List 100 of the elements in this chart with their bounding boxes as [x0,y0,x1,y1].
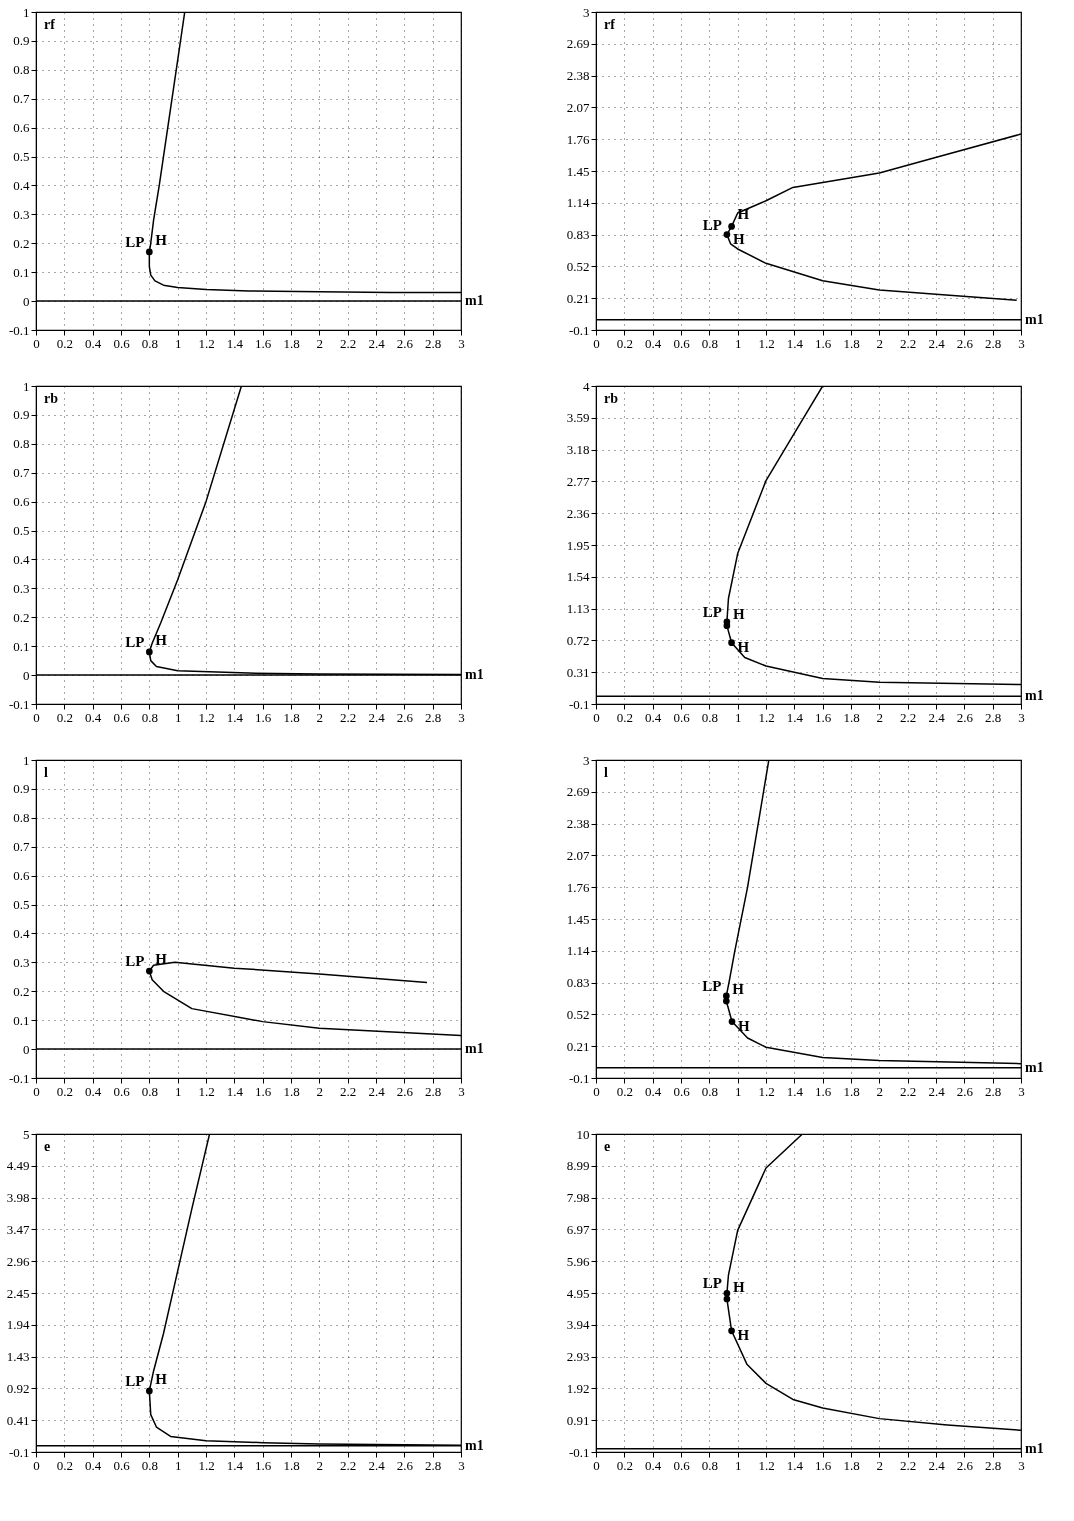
y-tick-label: 2.69 [566,784,590,800]
x-tick-label: 2.6 [956,335,974,351]
x-tick-label: 1 [734,1083,742,1099]
y-axis-title: rf [44,17,56,32]
x-tick-label: 2.8 [985,1083,1002,1099]
y-tick-label: 1 [23,378,30,394]
y-tick-label: 0.3 [13,206,30,222]
y-tick-label: 0.4 [13,925,30,941]
y-tick-label: -0.1 [568,696,590,712]
annotation: LP [702,603,722,620]
x-tick-label: 0.4 [85,1083,102,1099]
x-tick-label: 2.2 [900,335,917,351]
y-tick-label: 0.31 [566,664,590,680]
annotation: H [155,1370,168,1387]
annotation: H [155,631,168,648]
x-tick-label: 0 [593,1457,600,1473]
x-tick-label: 1.2 [198,1083,215,1099]
y-tick-label: -0.1 [8,1070,30,1086]
x-tick-label: 2.4 [368,709,386,725]
x-axis-title: m1 [1025,1059,1044,1075]
x-tick-label: 0.8 [701,709,718,725]
y-tick-label: 3.18 [566,442,590,458]
x-tick-label: 1.8 [283,709,300,725]
y-tick-label: 2.38 [566,68,590,84]
x-tick-label: 0.6 [673,1083,691,1099]
x-tick-label: 1.2 [198,1457,215,1473]
y-tick-label: 0.2 [13,609,30,625]
x-tick-label: 0.2 [56,709,73,725]
y-tick-label: 0.7 [13,465,30,481]
x-tick-label: 0 [33,709,40,725]
y-tick-label: 0.7 [13,91,30,107]
x-axis-title: m1 [1025,688,1044,704]
x-tick-label: 1 [734,1457,742,1473]
x-tick-label: 0.4 [645,335,662,351]
x-axis-title: m1 [1025,311,1044,327]
y-tick-label: 1 [23,752,30,768]
x-tick-label: 1.8 [843,709,860,725]
x-tick-label: 0.6 [673,335,691,351]
x-tick-label: 1.6 [815,335,832,351]
x-axis-title: m1 [465,293,484,309]
x-tick-label: 2.8 [985,709,1002,725]
x-tick-label: 2.6 [956,1083,974,1099]
x-tick-label: 2 [316,1083,324,1099]
y-tick-label: 0.41 [6,1412,30,1428]
x-tick-label: 2.4 [928,1083,946,1099]
x-tick-label: 0.4 [645,1083,662,1099]
y-tick-label: 0.3 [13,580,30,596]
y-tick-label: 0.6 [13,868,30,884]
y-tick-label: 0.83 [566,975,590,991]
y-tick-label: 1.13 [566,601,590,617]
x-tick-label: 1.4 [786,709,804,725]
x-tick-label: 3 [1018,335,1025,351]
y-tick-label: 7.98 [566,1190,590,1206]
x-tick-label: 1.4 [226,1457,244,1473]
x-tick-label: 2.6 [956,709,974,725]
x-tick-label: 1 [174,709,182,725]
x-tick-label: 0 [33,1457,40,1473]
x-tick-label: 0.8 [701,335,718,351]
x-tick-label: 0.6 [673,709,691,725]
annotation: H [737,206,750,223]
x-axis-title: m1 [465,667,484,683]
x-tick-label: 3 [1018,709,1025,725]
x-tick-label: 0 [33,335,40,351]
annotation: H [737,638,750,655]
y-tick-label: 0.2 [13,235,30,251]
x-tick-label: 2 [876,335,884,351]
x-tick-label: 3 [458,1457,465,1473]
x-tick-label: 0.6 [673,1457,691,1473]
x-tick-label: 0 [33,1083,40,1099]
y-tick-label: 0.6 [13,494,30,510]
y-tick-label: 0.4 [13,177,30,193]
y-tick-label: 0.1 [13,264,30,280]
x-tick-label: 0.8 [701,1457,718,1473]
y-tick-label: 3.98 [6,1190,30,1206]
x-tick-label: 2.8 [985,1457,1002,1473]
y-axis-title: e [604,1139,611,1154]
x-tick-label: 2.6 [396,335,414,351]
y-tick-label: 0.92 [6,1380,30,1396]
y-tick-label: 1.92 [566,1380,590,1396]
y-tick-label: -0.1 [8,696,30,712]
x-tick-label: 1.2 [198,335,215,351]
x-tick-label: 1.8 [283,1083,300,1099]
x-tick-label: 1.2 [758,335,775,351]
x-tick-label: 1.6 [815,1083,832,1099]
x-tick-label: 1.8 [283,335,300,351]
x-tick-label: 0 [593,335,600,351]
annotation: H [155,231,168,248]
x-tick-label: 0.6 [113,709,131,725]
x-tick-label: 0.4 [85,335,102,351]
annotation: LP [702,1275,722,1292]
y-tick-label: 1.14 [566,943,590,959]
x-tick-label: 1.4 [786,1083,804,1099]
x-tick-label: 1.2 [758,1457,775,1473]
x-tick-label: 2.2 [340,1083,357,1099]
x-tick-label: 0.2 [56,1083,73,1099]
y-tick-label: 2.93 [566,1349,590,1365]
x-axis-title: m1 [1025,1440,1044,1456]
y-tick-label: 4 [583,378,590,394]
x-tick-label: 1.6 [255,335,272,351]
x-tick-label: 0.8 [141,335,158,351]
